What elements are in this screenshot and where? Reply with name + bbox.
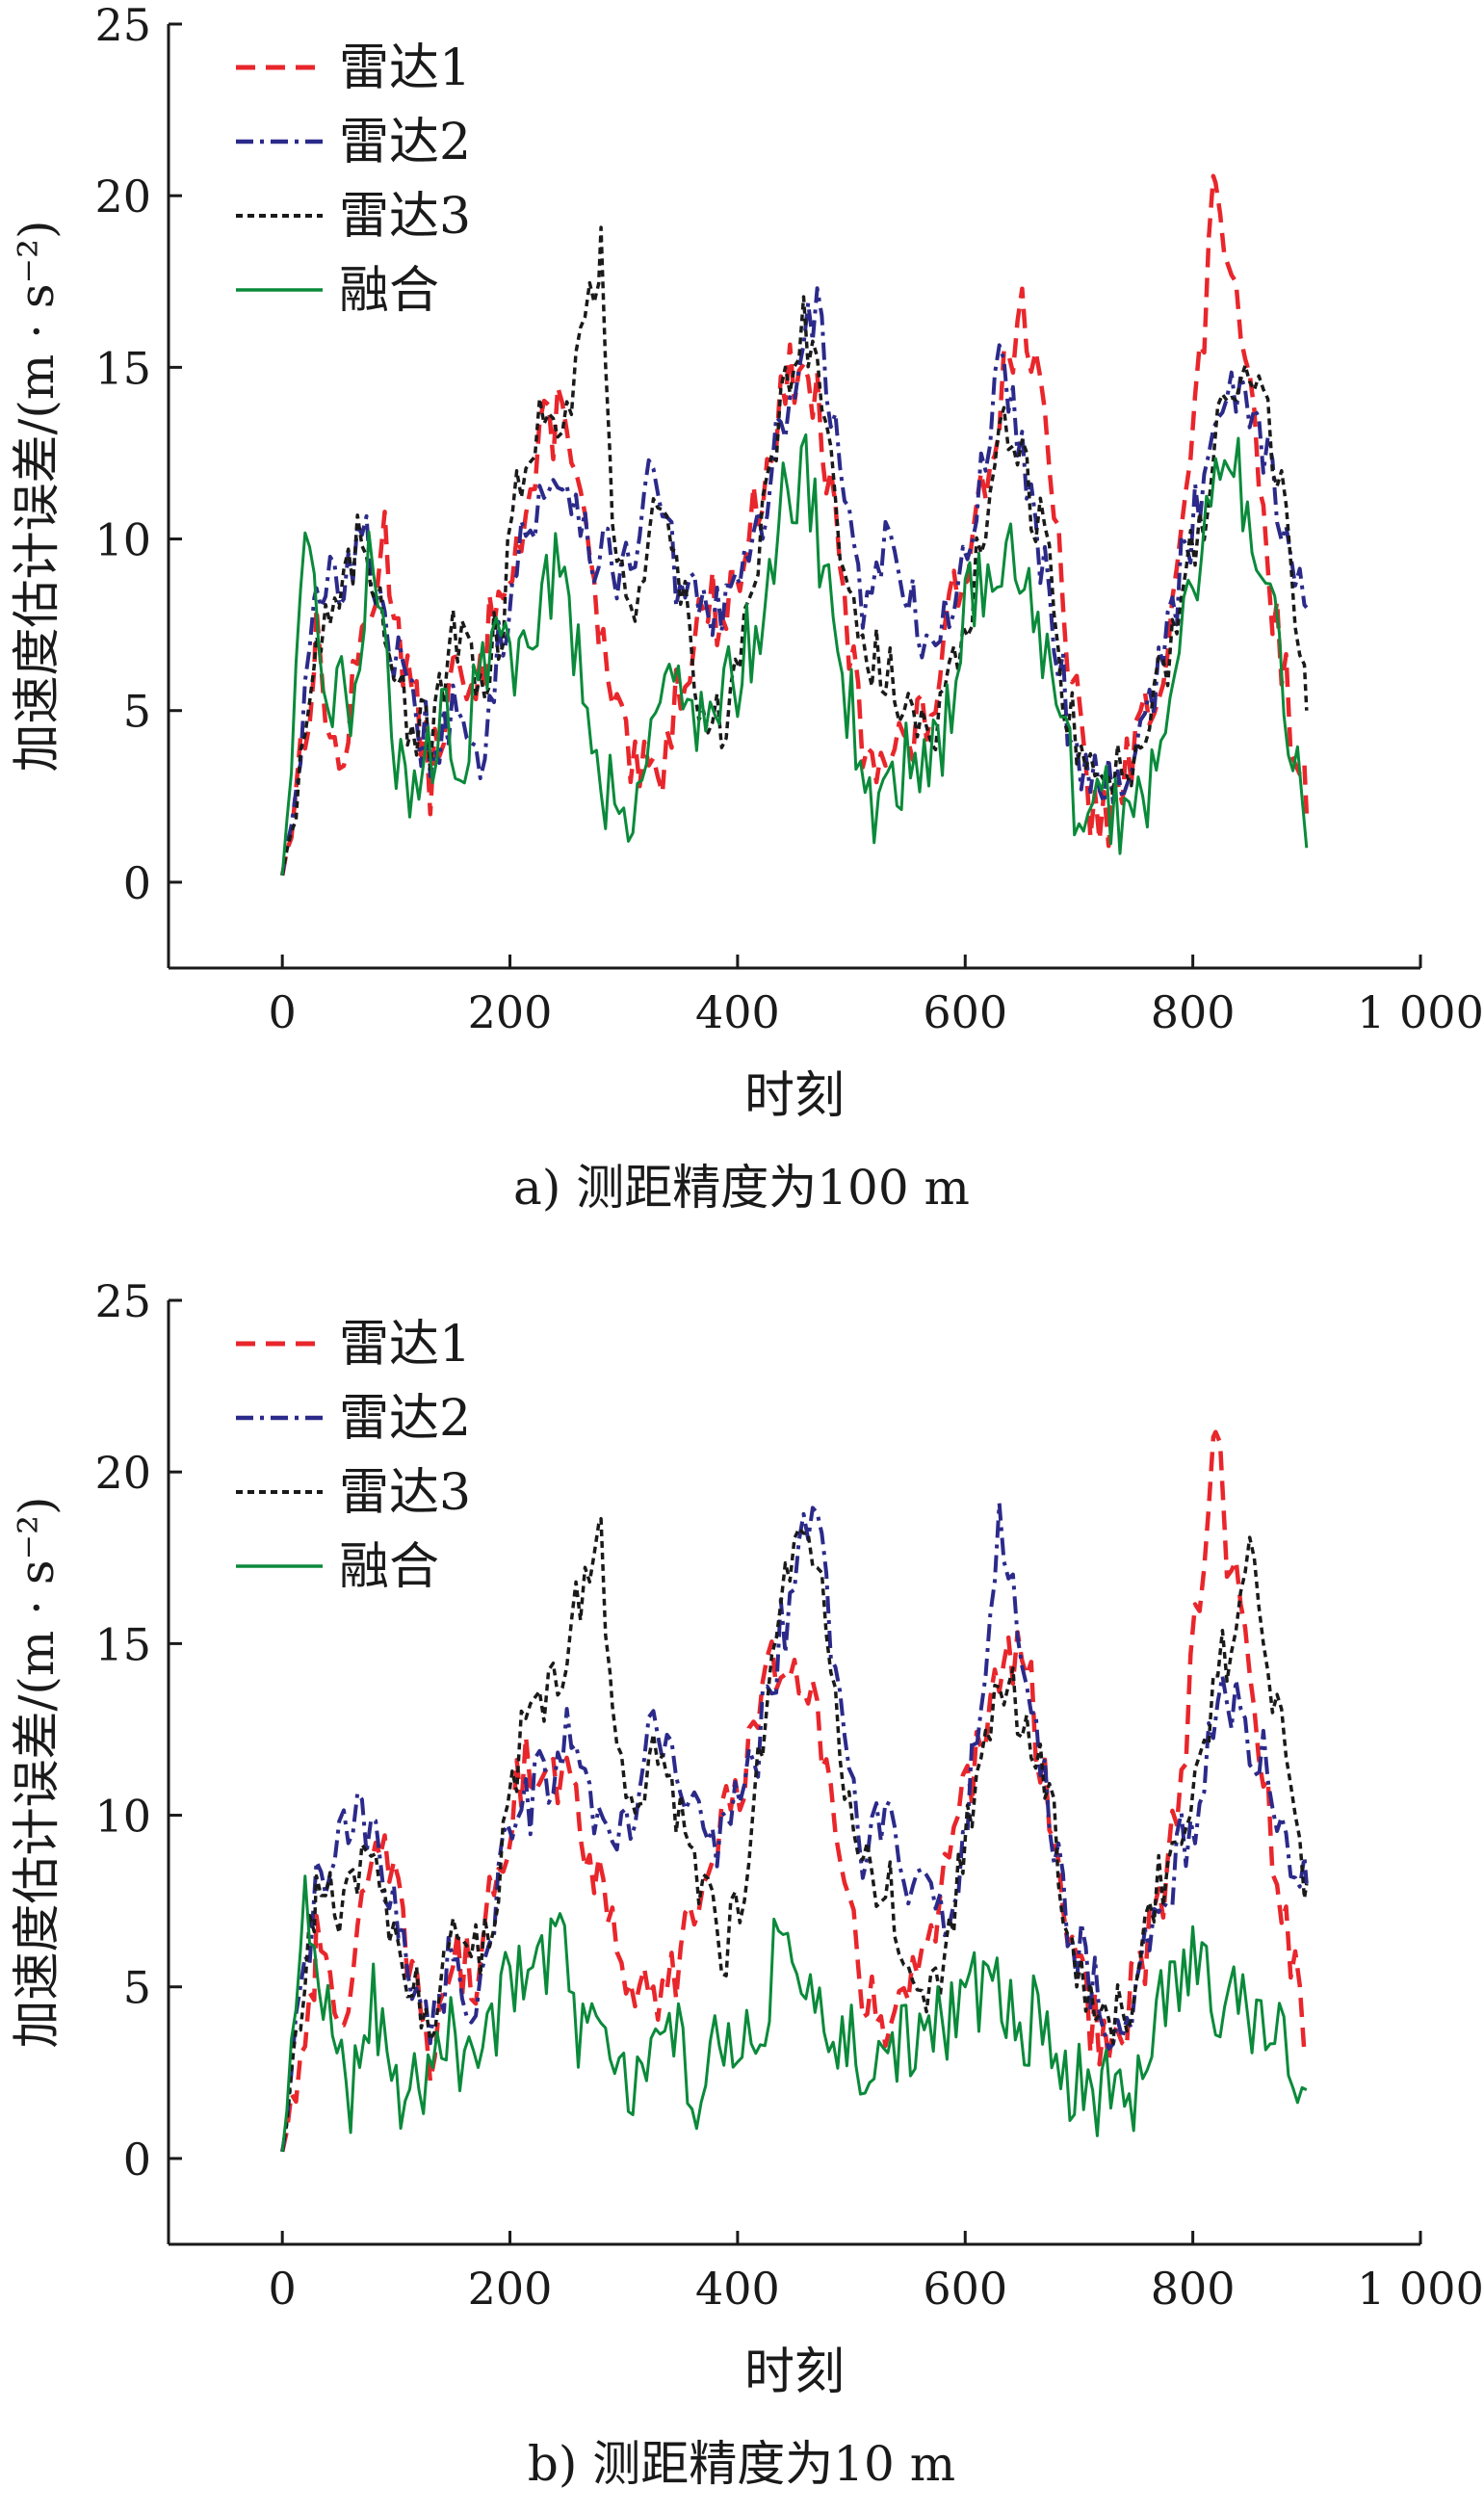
- x-tick-label: 600: [923, 986, 1007, 1038]
- x-tick-label: 800: [1151, 2263, 1236, 2315]
- x-tick-label: 800: [1151, 986, 1236, 1038]
- legend-label-4: 融合: [339, 262, 439, 320]
- y-tick-label: 10: [94, 1791, 151, 1843]
- y-tick-label: 25: [94, 1275, 151, 1327]
- chart-caption: a) 测距精度为100 m: [513, 1160, 970, 1216]
- y-tick-label: 25: [94, 0, 151, 51]
- legend-label-3: 雷达3: [339, 188, 471, 246]
- x-axis-title: 时刻: [744, 1067, 845, 1125]
- series-line-2: [280, 286, 1309, 877]
- legend-label-4: 融合: [339, 1538, 439, 1596]
- x-axis-title: 时刻: [744, 2344, 845, 2401]
- y-tick-label: 15: [94, 342, 151, 394]
- x-tick-label: 0: [269, 2263, 297, 2315]
- x-tick-label: 0: [269, 986, 297, 1038]
- y-axis-title: 加速度估计误差/(m · s⁻²): [9, 220, 65, 772]
- series-line-1: [279, 173, 1310, 877]
- legend-label-1: 雷达1: [339, 39, 471, 97]
- legend-label-3: 雷达3: [339, 1464, 471, 1522]
- series-line-4: [280, 1874, 1308, 2152]
- y-tick-label: 15: [94, 1618, 151, 1670]
- y-tick-label: 20: [94, 170, 151, 223]
- chart-b: 0 5 10 15 20 25 0 200 400 600 800 1 000 时刻 加速度估计误差/(m…: [9, 1275, 1484, 2492]
- x-tick-label: 400: [695, 986, 780, 1038]
- y-tick-label: 0: [123, 2134, 151, 2186]
- x-tick-label: 1 000: [1357, 986, 1484, 1038]
- x-tick-label: 600: [923, 2263, 1007, 2315]
- y-axis-title: 加速度估计误差/(m · s⁻²): [9, 1496, 65, 2048]
- legend-label-2: 雷达2: [339, 114, 471, 171]
- x-tick-label: 1 000: [1357, 2263, 1484, 2315]
- y-tick-label: 5: [123, 1962, 151, 2014]
- x-tick-label: 400: [695, 2263, 780, 2315]
- series-line-3: [280, 225, 1309, 877]
- x-tick-label: 200: [468, 986, 553, 1038]
- legend-label-1: 雷达1: [339, 1316, 471, 1374]
- chart-caption: b) 测距精度为10 m: [528, 2436, 955, 2492]
- series-line-4: [280, 432, 1309, 876]
- y-tick-label: 10: [94, 514, 151, 566]
- y-tick-label: 0: [123, 857, 151, 909]
- y-tick-label: 5: [123, 686, 151, 738]
- series-line-3: [280, 1516, 1309, 2153]
- chart-a: 0 5 10 15 20 25 0 200 400 600 800 1 000 时刻 加速度估计误差/(m…: [9, 0, 1484, 1216]
- legend-label-2: 雷达2: [339, 1390, 471, 1448]
- y-tick-label: 20: [94, 1447, 151, 1499]
- x-tick-label: 200: [468, 2263, 553, 2315]
